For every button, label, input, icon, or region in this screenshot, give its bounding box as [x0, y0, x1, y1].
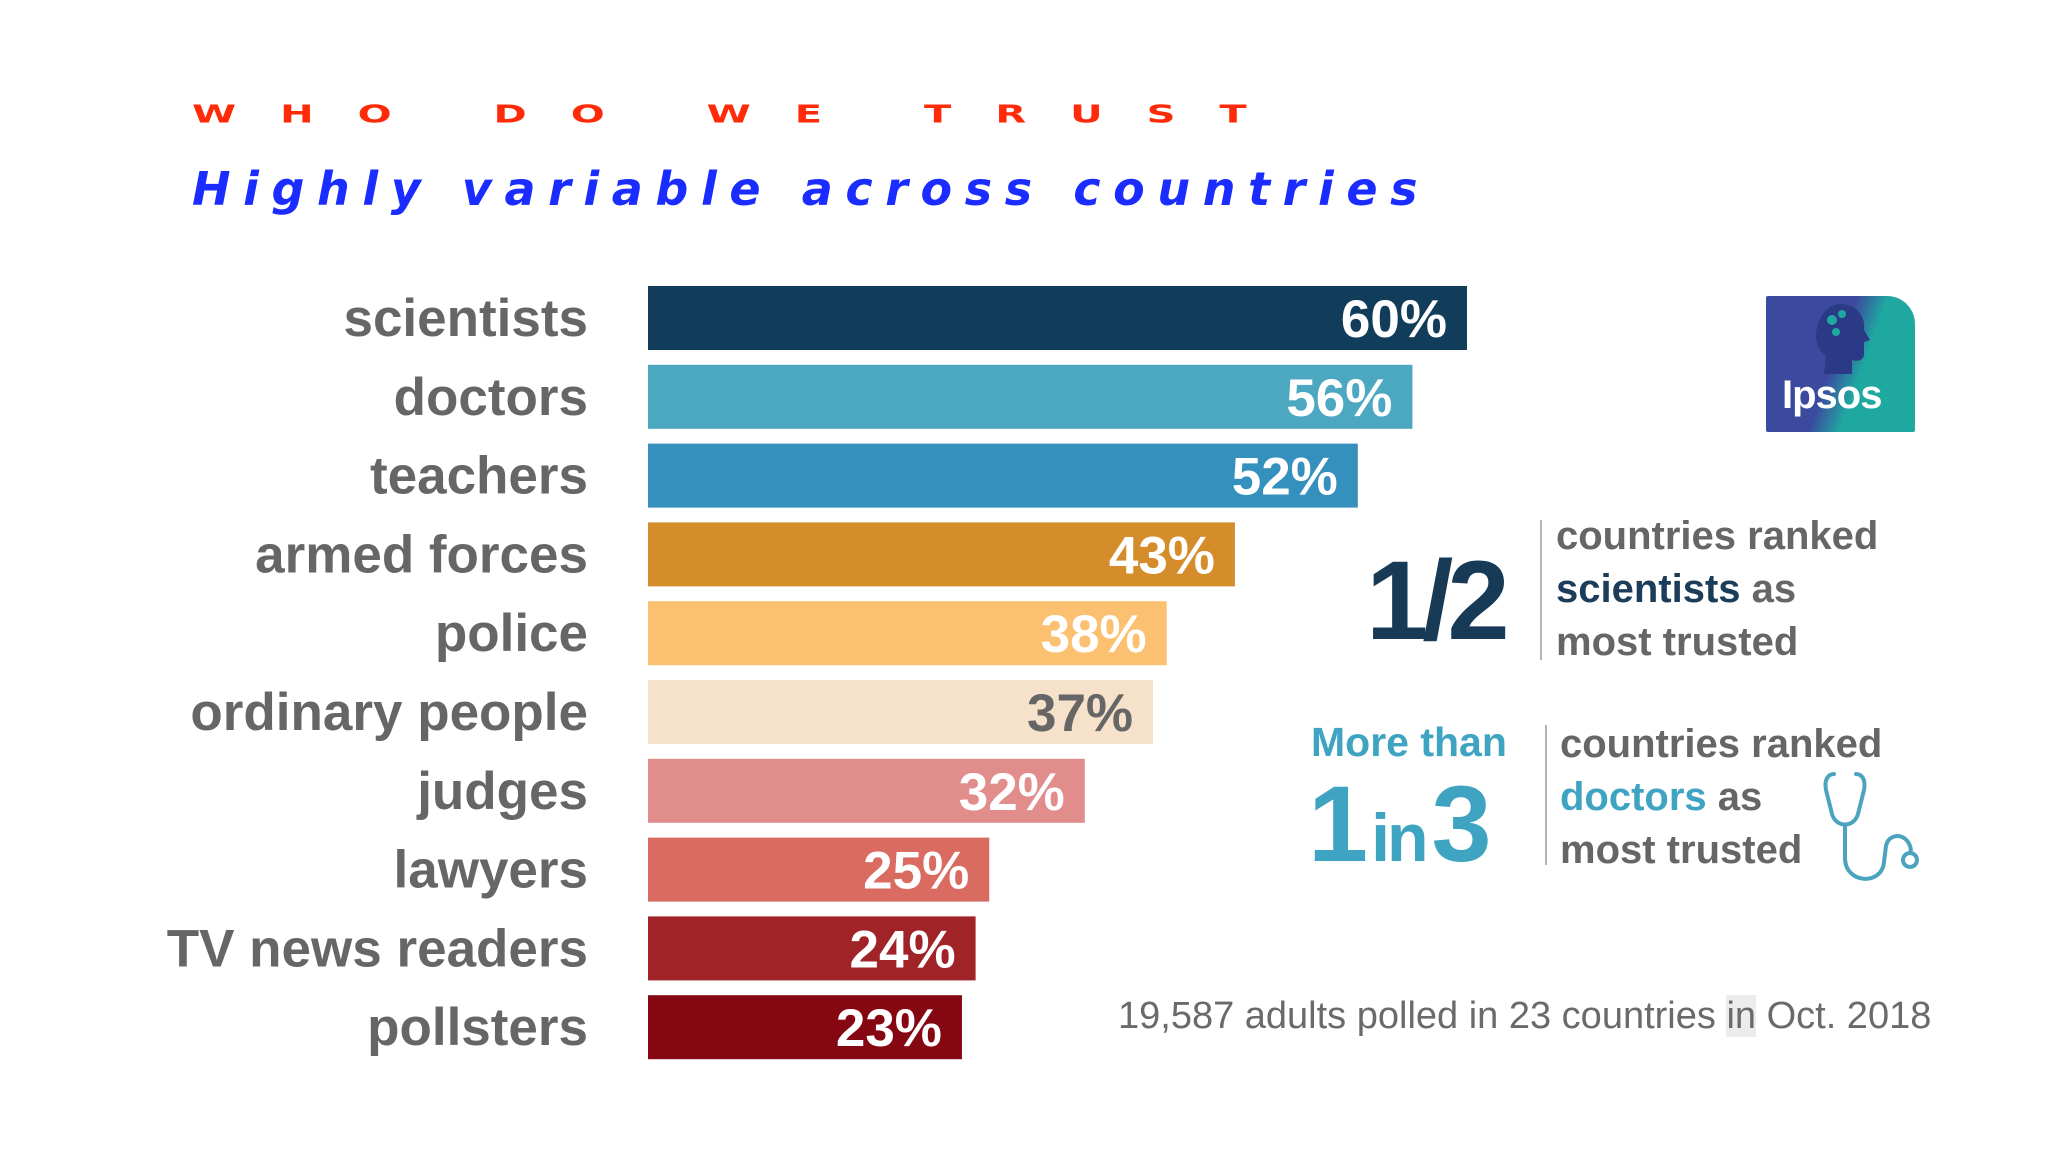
category-label: armed forces: [255, 525, 588, 584]
stat-half-number: 1/2: [1366, 538, 1510, 663]
bar-pollsters: [648, 995, 962, 1060]
stethoscope-icon: [1823, 772, 1919, 881]
stat-third-prefix: More than: [1311, 719, 1507, 765]
value-label: 60%: [1341, 290, 1447, 349]
value-label: 25%: [863, 842, 969, 901]
value-label: 43%: [1109, 526, 1215, 585]
footnote-before: 19,587 adults polled in 23 countries: [1118, 995, 1727, 1037]
page-subtitle: Highly variable across countries: [192, 162, 1431, 216]
value-label: 56%: [1286, 369, 1392, 428]
logo-text: Ipsos: [1782, 373, 1882, 417]
category-label: police: [435, 604, 588, 663]
stat-third-in: in: [1371, 800, 1428, 876]
stat-half-text: countries ranked scientists as most trus…: [1556, 510, 1878, 669]
ipsos-logo: Ipsos: [1766, 296, 1915, 432]
value-label: 24%: [850, 920, 956, 979]
footnote-after: Oct. 2018: [1756, 995, 1932, 1037]
stat-third-text: countries ranked doctors as most trusted: [1560, 718, 1882, 877]
footnote-highlight: in: [1726, 995, 1757, 1037]
category-label: teachers: [370, 447, 588, 506]
value-label: 32%: [959, 763, 1065, 822]
bar-judges: [648, 758, 1085, 823]
value-label: 37%: [1027, 684, 1133, 743]
stat-third-line1: countries ranked: [1560, 722, 1883, 766]
value-label: 23%: [836, 999, 942, 1058]
category-label: doctors: [394, 368, 588, 427]
stat-third-line2: doctors as: [1560, 771, 1882, 824]
category-label: judges: [416, 762, 588, 821]
category-label: pollsters: [367, 998, 588, 1057]
bar-teachers: [648, 443, 1358, 508]
category-label: lawyers: [394, 841, 588, 900]
stat-half-highlight: scientists: [1556, 567, 1741, 611]
bar-police: [648, 601, 1167, 666]
stat-third-number: 1in3: [1308, 770, 1492, 878]
stat-divider: [1540, 520, 1542, 660]
stat-divider: [1545, 725, 1547, 865]
stat-third-line2-rest: as: [1706, 775, 1763, 819]
stat-half-line2: scientists as: [1556, 563, 1878, 616]
bar-lawyers: [648, 837, 990, 902]
stat-third-big-b: 3: [1431, 763, 1492, 884]
stat-third-big-a: 1: [1308, 763, 1368, 884]
category-label: ordinary people: [190, 683, 588, 742]
footnote: 19,587 adults polled in 23 countries in …: [1118, 995, 1931, 1038]
category-label: TV news readers: [167, 919, 588, 978]
value-label: 52%: [1232, 448, 1338, 507]
bar-armed-forces: [648, 522, 1235, 587]
value-label: 38%: [1041, 605, 1147, 664]
category-label: scientists: [343, 289, 588, 348]
bar-doctors: [648, 364, 1413, 429]
stat-half-line1: countries ranked: [1556, 514, 1879, 558]
bar-tv-news-readers: [648, 916, 976, 981]
bar-ordinary-people: [648, 680, 1154, 744]
stat-half-line3: most trusted: [1556, 620, 1799, 664]
profile-head-icon: [1816, 304, 1870, 374]
stat-half-line2-rest: as: [1740, 567, 1797, 611]
stat-third-line3: most trusted: [1560, 828, 1803, 872]
stat-third-highlight: doctors: [1560, 775, 1707, 819]
page-title: WHO DO WE TRUST: [192, 100, 1291, 129]
bar-scientists: [648, 286, 1467, 350]
